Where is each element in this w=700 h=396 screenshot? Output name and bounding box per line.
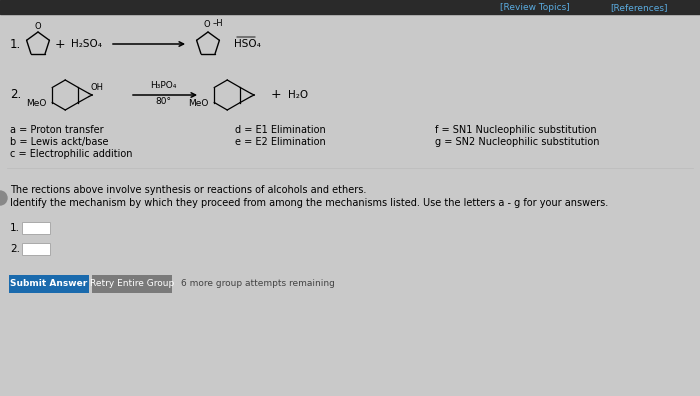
- Text: f = SN1 Nucleophilic substitution: f = SN1 Nucleophilic substitution: [435, 125, 596, 135]
- FancyBboxPatch shape: [22, 222, 50, 234]
- Text: H₂O: H₂O: [288, 90, 308, 100]
- Text: e = E2 Elimination: e = E2 Elimination: [235, 137, 326, 147]
- FancyBboxPatch shape: [92, 275, 172, 293]
- Text: MeO: MeO: [188, 99, 209, 107]
- Text: g = SN2 Nucleophilic substitution: g = SN2 Nucleophilic substitution: [435, 137, 599, 147]
- Text: 1.: 1.: [10, 223, 20, 233]
- Text: HSO₄: HSO₄: [234, 39, 261, 49]
- Text: 1.: 1.: [10, 38, 21, 51]
- Text: 2.: 2.: [10, 88, 21, 101]
- Text: +: +: [55, 38, 65, 51]
- Text: 2.: 2.: [10, 244, 20, 254]
- Wedge shape: [0, 191, 7, 205]
- Text: The rections above involve synthesis or reactions of alcohols and ethers.: The rections above involve synthesis or …: [10, 185, 366, 195]
- Text: O: O: [35, 22, 41, 31]
- Text: b = Lewis ackt/base: b = Lewis ackt/base: [10, 137, 108, 147]
- Text: O: O: [204, 20, 210, 29]
- Text: a = Proton transfer: a = Proton transfer: [10, 125, 104, 135]
- Text: [Review Topics]: [Review Topics]: [500, 4, 570, 13]
- FancyBboxPatch shape: [22, 243, 50, 255]
- Text: d = E1 Elimination: d = E1 Elimination: [235, 125, 326, 135]
- Text: +: +: [271, 88, 281, 101]
- Text: c = Electrophilic addition: c = Electrophilic addition: [10, 149, 132, 159]
- Text: H₃PO₄: H₃PO₄: [150, 82, 176, 91]
- Text: –H: –H: [213, 19, 223, 28]
- Text: MeO: MeO: [26, 99, 46, 107]
- Text: Identify the mechanism by which they proceed from among the mechanisms listed. U: Identify the mechanism by which they pro…: [10, 198, 608, 208]
- Text: H₂SO₄: H₂SO₄: [71, 39, 102, 49]
- FancyBboxPatch shape: [9, 275, 89, 293]
- Bar: [0, 0, 700, 14]
- Text: 6 more group attempts remaining: 6 more group attempts remaining: [181, 280, 335, 289]
- Text: OH: OH: [91, 82, 104, 91]
- Text: 80°: 80°: [155, 97, 171, 107]
- Text: Submit Answer: Submit Answer: [10, 280, 88, 289]
- Text: [References]: [References]: [610, 4, 668, 13]
- Text: Retry Entire Group: Retry Entire Group: [90, 280, 174, 289]
